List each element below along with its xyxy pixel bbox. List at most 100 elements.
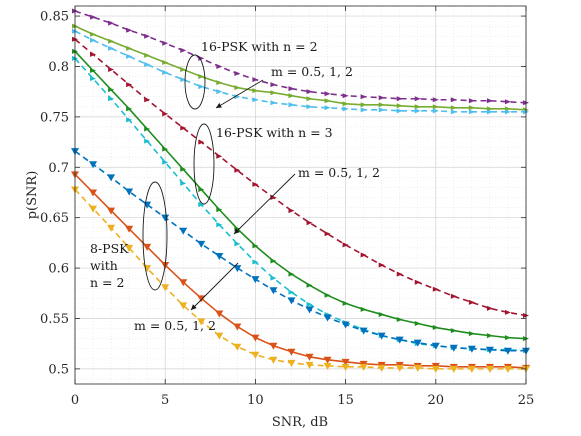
data-point [324, 105, 331, 111]
data-point [413, 364, 422, 372]
data-point [288, 208, 295, 214]
data-point [107, 207, 116, 215]
x-tick-label: 20 [428, 393, 445, 408]
data-point [413, 339, 422, 347]
data-point [323, 362, 332, 370]
x-tick-label: 5 [161, 393, 169, 408]
data-point [216, 222, 223, 228]
data-point [324, 98, 331, 104]
data-point [180, 77, 187, 83]
data-point [270, 82, 277, 88]
data-point [395, 336, 404, 344]
data-point [468, 98, 475, 104]
data-point [378, 95, 385, 101]
data-point [162, 40, 169, 46]
data-point [162, 111, 169, 117]
annotation-with: with [90, 258, 118, 273]
y-tick-label: 0.55 [40, 312, 69, 327]
data-point [432, 325, 439, 331]
data-point [125, 188, 134, 196]
series-line [74, 150, 526, 352]
data-point [378, 311, 385, 317]
data-point [396, 108, 403, 114]
data-point [215, 310, 224, 318]
data-point [126, 53, 133, 59]
data-point [144, 138, 151, 144]
data-point [288, 102, 295, 108]
data-point [503, 365, 512, 373]
data-point [306, 89, 313, 95]
data-point [504, 309, 511, 315]
data-point [467, 345, 476, 353]
data-point [180, 47, 187, 53]
data-point [504, 109, 511, 115]
arrow-middle [233, 173, 296, 235]
data-point [504, 335, 511, 341]
data-point [396, 316, 403, 322]
data-point [503, 347, 512, 355]
data-point [360, 102, 367, 108]
data-point [233, 323, 242, 331]
annotation-16psk-n2: 16-PSK with n = 2 [201, 39, 318, 54]
data-point [414, 108, 421, 114]
data-point [90, 68, 97, 74]
data-point [432, 97, 439, 103]
data-point [288, 93, 295, 99]
data-point [180, 67, 187, 73]
data-point [486, 109, 493, 115]
data-point [216, 80, 223, 86]
data-point [360, 94, 367, 100]
data-point [287, 297, 296, 305]
series-line [74, 25, 527, 111]
ellipse-16psk-n2 [184, 54, 206, 110]
data-point [90, 14, 97, 20]
data-point [306, 301, 313, 307]
data-point [125, 225, 134, 233]
data-point [360, 252, 367, 258]
data-point [450, 105, 457, 111]
data-point [126, 117, 133, 123]
data-point [305, 361, 314, 369]
data-point [288, 86, 295, 92]
series-3 [72, 28, 529, 115]
data-point [216, 63, 223, 69]
series-line [74, 188, 526, 370]
data-point [108, 67, 115, 73]
data-point [305, 353, 314, 361]
data-point [108, 38, 115, 44]
data-point [126, 45, 133, 51]
data-point [467, 365, 476, 373]
data-point [306, 96, 313, 102]
data-point [359, 327, 368, 335]
data-point [90, 31, 97, 37]
annotation-m-values-bottom: m = 0.5, 1, 2 [134, 318, 216, 333]
data-point [341, 358, 350, 366]
data-point [377, 364, 386, 372]
data-point [198, 84, 205, 90]
data-point [162, 70, 169, 76]
data-point [359, 363, 368, 371]
data-point [251, 276, 260, 284]
data-point [486, 305, 493, 311]
data-point [450, 109, 457, 115]
data-point [504, 99, 511, 105]
data-point [306, 220, 313, 226]
data-point [90, 51, 97, 57]
y-tick-label: 0.75 [40, 110, 69, 125]
data-point [431, 342, 440, 350]
series-line [74, 30, 526, 113]
data-point [198, 202, 205, 208]
data-point [125, 244, 134, 252]
data-point [432, 286, 439, 292]
data-point [432, 108, 439, 114]
data-point [450, 97, 457, 103]
y-tick-label: 0.7 [48, 161, 69, 176]
data-point [342, 242, 349, 248]
data-point [144, 126, 151, 132]
data-point [414, 279, 421, 285]
series-7 [71, 148, 530, 355]
series-line [74, 50, 527, 340]
data-point [378, 107, 385, 113]
data-point [270, 90, 277, 96]
data-point [252, 88, 259, 94]
